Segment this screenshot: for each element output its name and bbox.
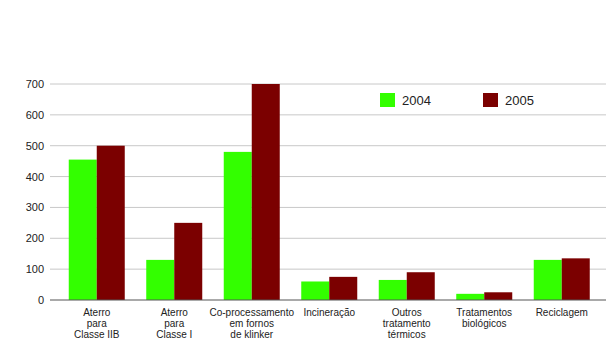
grid-line xyxy=(50,207,606,208)
grid-line xyxy=(50,84,606,85)
label-line: térmicos xyxy=(388,329,426,340)
grid-line xyxy=(50,176,606,177)
y-tick-label: 700 xyxy=(26,78,44,90)
bar xyxy=(534,260,562,300)
grid-line xyxy=(50,114,606,115)
chart: 0100200300400500600700AterroparaClasse I… xyxy=(0,0,611,360)
label-line: Classe I xyxy=(156,329,192,340)
bar xyxy=(174,223,202,300)
bars xyxy=(69,84,590,300)
label-line: tratamento xyxy=(383,318,431,329)
grid-line xyxy=(50,145,606,146)
x-tick-label: Reciclagem xyxy=(536,307,588,318)
bar xyxy=(484,292,512,300)
legend-swatch xyxy=(380,93,395,107)
bar xyxy=(224,152,252,300)
x-tick-label: Incineração xyxy=(303,307,355,318)
bar xyxy=(69,160,97,300)
label-line: Aterro xyxy=(83,307,111,318)
label-line: Classe IIB xyxy=(74,329,120,340)
x-tick-label: Co-processamentoem fornosde klinker xyxy=(210,307,295,340)
legend-label: 2005 xyxy=(505,93,534,108)
bar xyxy=(252,84,280,300)
y-tick-label: 200 xyxy=(26,232,44,244)
label-line: em fornos xyxy=(230,318,274,329)
x-tick-label: Tratamentosbiológicos xyxy=(456,307,512,329)
y-tick-label: 300 xyxy=(26,201,44,213)
label-line: Incineração xyxy=(303,307,355,318)
y-tick-label: 400 xyxy=(26,171,44,183)
bar xyxy=(562,258,590,300)
bar xyxy=(407,272,435,300)
legend-label: 2004 xyxy=(402,93,431,108)
label-line: de klinker xyxy=(230,329,273,340)
x-tick-label: AterroparaClasse I xyxy=(156,307,192,340)
label-line: Aterro xyxy=(161,307,189,318)
label-line: Co-processamento xyxy=(210,307,295,318)
x-axis-line xyxy=(50,300,606,301)
grid-line xyxy=(50,269,606,270)
label-line: biológicos xyxy=(462,318,506,329)
bar xyxy=(146,260,174,300)
label-line: Tratamentos xyxy=(456,307,512,318)
x-tick-label: AterroparaClasse IIB xyxy=(74,307,120,340)
y-tick-label: 500 xyxy=(26,140,44,152)
bar xyxy=(379,280,407,300)
y-tick-label: 600 xyxy=(26,109,44,121)
label-line: Reciclagem xyxy=(536,307,588,318)
legend-swatch xyxy=(483,93,498,107)
bar xyxy=(329,277,357,300)
label-line: Outros xyxy=(392,307,422,318)
y-tick-label: 0 xyxy=(38,294,44,306)
label-line: para xyxy=(87,318,107,329)
x-tick-label: Outrostratamentotérmicos xyxy=(383,307,431,340)
grid-line xyxy=(50,238,606,239)
y-tick-label: 100 xyxy=(26,263,44,275)
bar xyxy=(97,146,125,300)
bar xyxy=(301,281,329,300)
bar xyxy=(456,294,484,300)
label-line: para xyxy=(164,318,184,329)
